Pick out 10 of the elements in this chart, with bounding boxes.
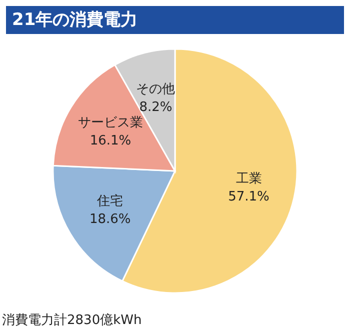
data-label: 18.6% — [89, 212, 131, 227]
data-label: 8.2% — [139, 100, 172, 115]
text: 消費電力計2830億kWh — [2, 313, 142, 328]
slice-label: その他 — [136, 82, 176, 97]
slice-label: サービス業 — [78, 115, 144, 130]
slice-label: 工業 — [236, 172, 262, 187]
chart-title: 21年の消費電力 — [12, 10, 138, 30]
data-label: 57.1% — [228, 190, 270, 205]
slice-label: 住宅 — [96, 192, 124, 209]
data-label: 16.1% — [90, 133, 132, 148]
